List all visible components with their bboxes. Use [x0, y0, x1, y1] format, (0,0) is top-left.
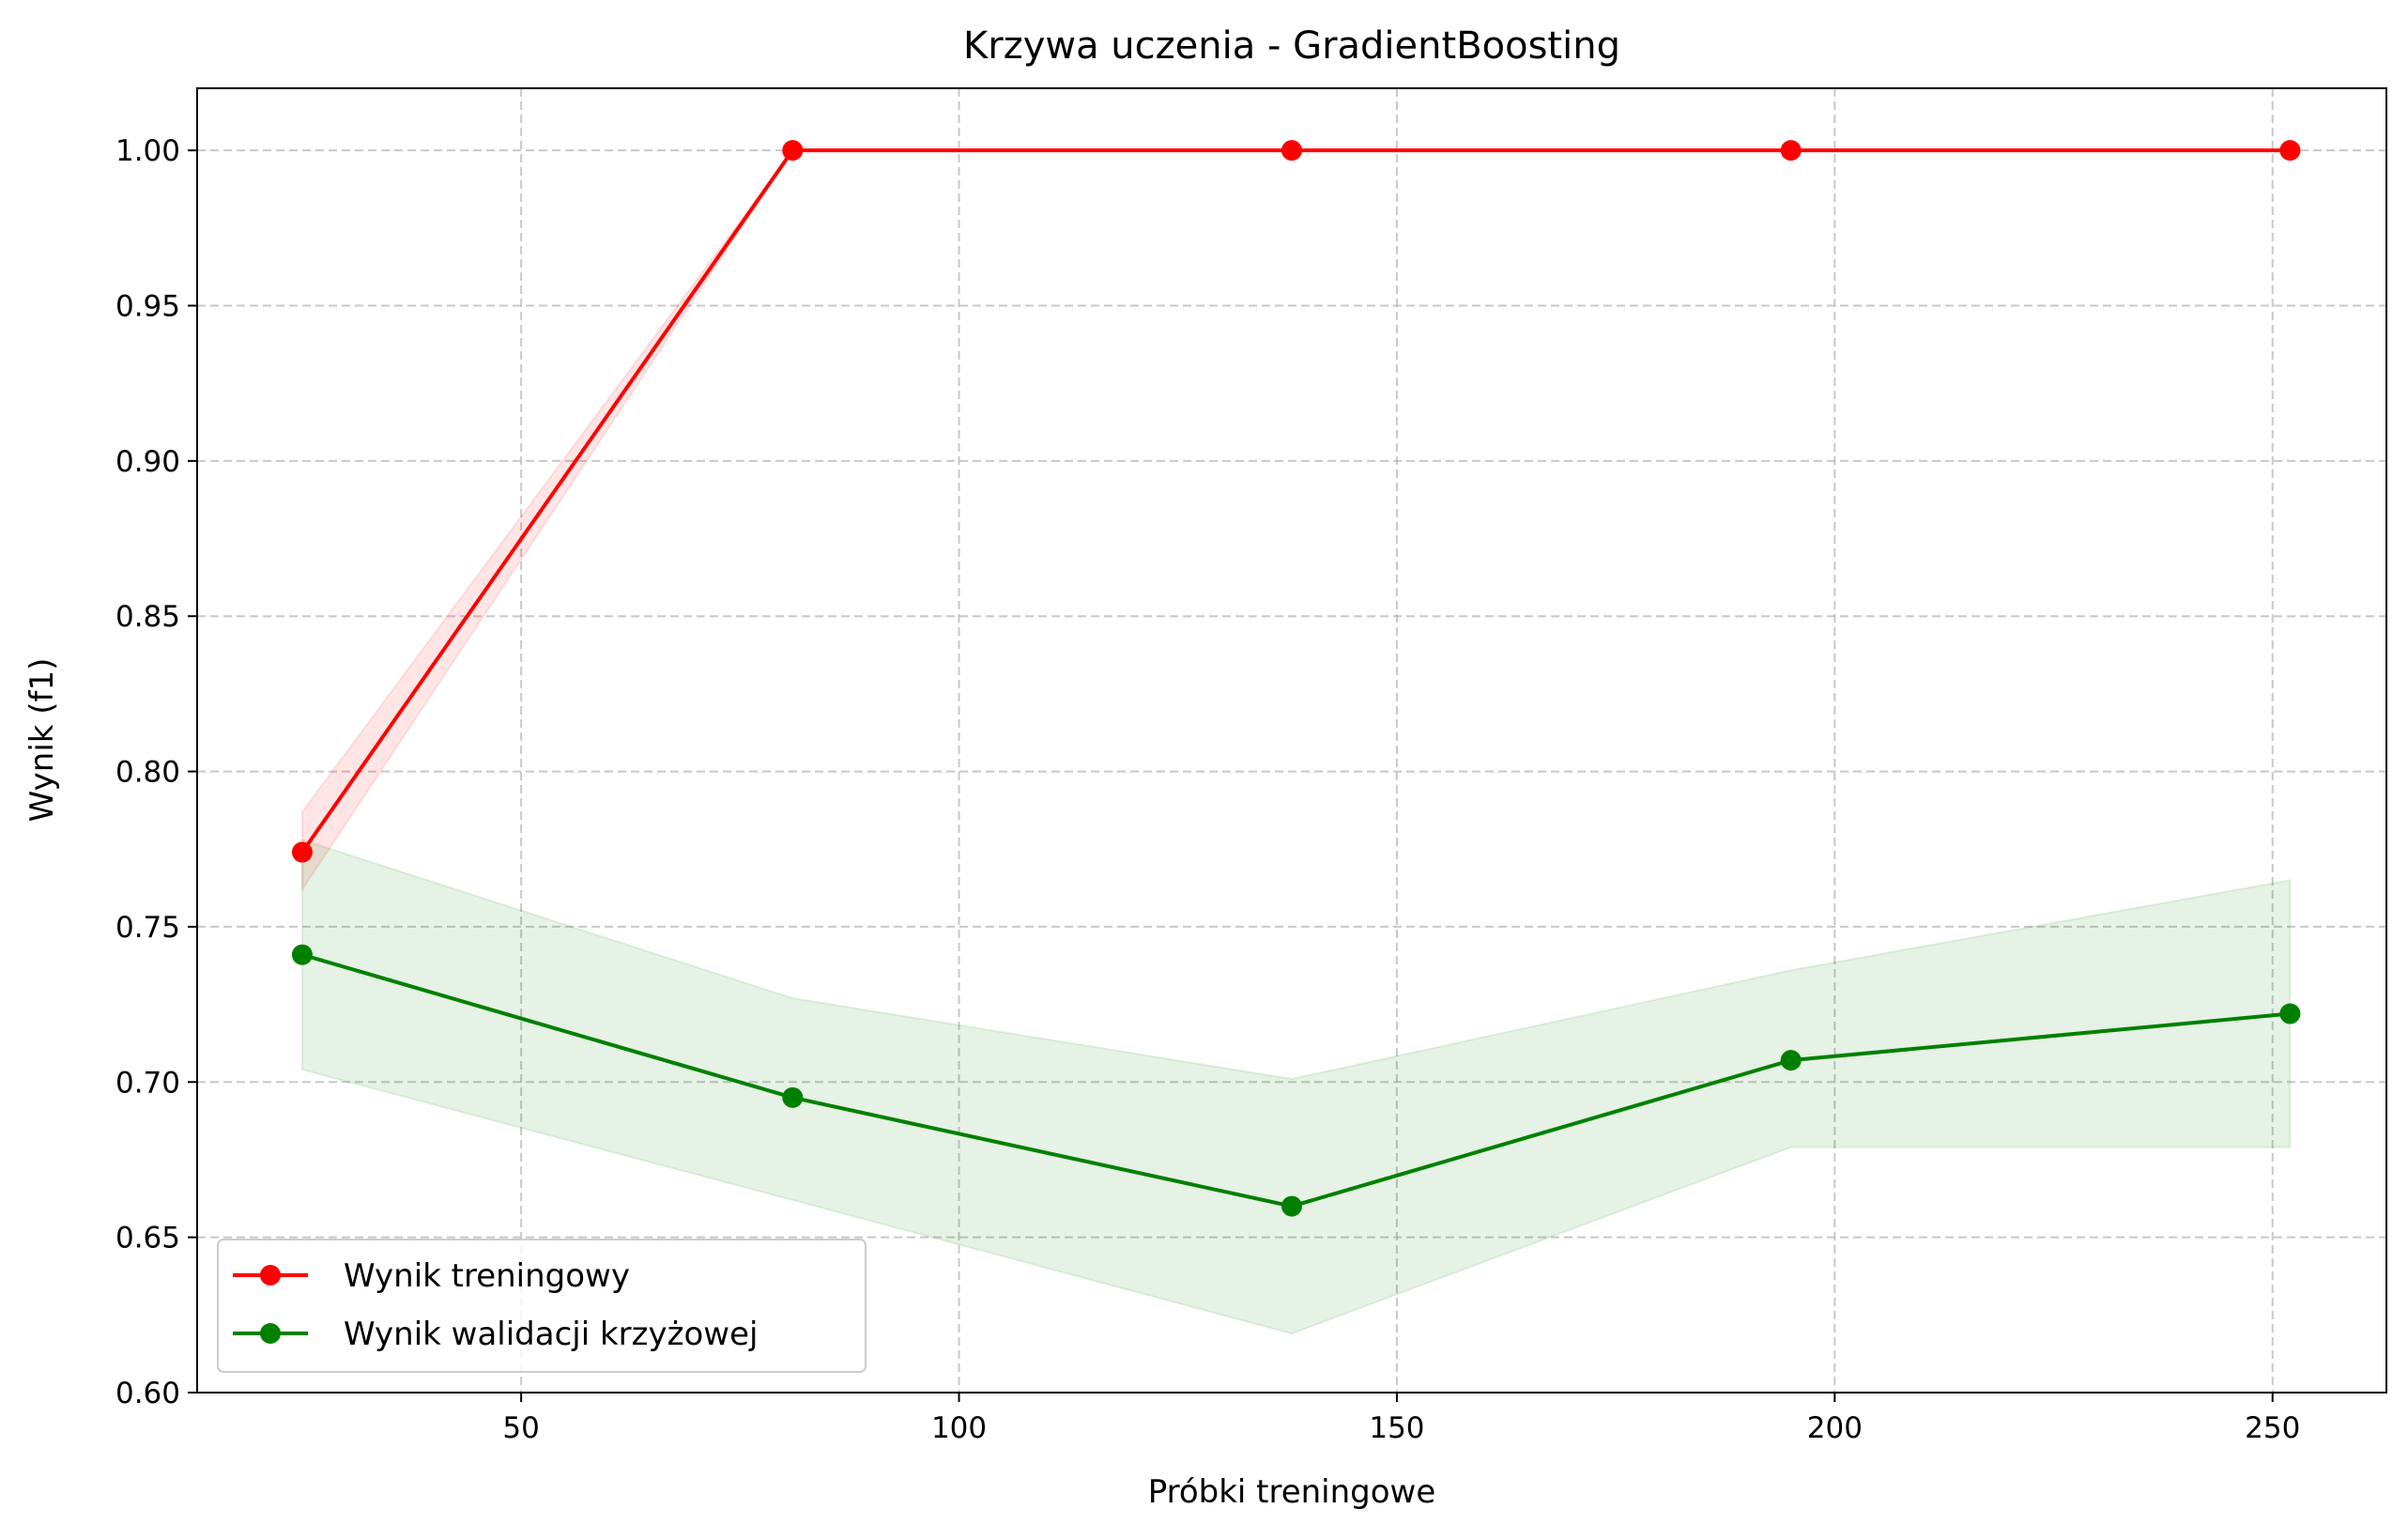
chart-title: Krzywa uczenia - GradientBoosting [963, 24, 1620, 68]
legend-marker-train [260, 1265, 281, 1286]
band-validation [300, 838, 2292, 1335]
data-point-train [782, 140, 804, 162]
x-tick-label: 150 [1369, 1411, 1424, 1445]
x-tick-label: 100 [931, 1411, 987, 1445]
data-point-train [1281, 140, 1302, 162]
y-axis-ticks: 0.60 0.65 0.70 0.75 0.80 0.85 0.90 0.95 1.00 [115, 134, 197, 1410]
y-axis-label: Wynik (f1) [23, 658, 61, 823]
x-tick-label: 250 [2245, 1411, 2300, 1445]
series-lines [291, 140, 2301, 1217]
data-point-train [2279, 140, 2301, 162]
y-tick-label: 1.00 [115, 134, 180, 168]
y-tick-label: 0.80 [115, 756, 180, 790]
legend-label-train: Wynik treningowy [344, 1257, 630, 1295]
legend-box [217, 1239, 867, 1373]
y-tick-label: 0.90 [115, 445, 180, 479]
data-point-validation [1780, 1050, 1802, 1071]
y-tick-label: 0.85 [115, 600, 180, 634]
y-tick-label: 0.75 [115, 911, 180, 945]
y-tick-label: 0.95 [115, 290, 180, 324]
data-point-validation [2279, 1003, 2301, 1024]
legend-marker-validation [260, 1323, 281, 1344]
data-point-validation [291, 944, 313, 965]
data-point-validation [1281, 1195, 1302, 1217]
x-axis-label: Próbki treningowe [1148, 1473, 1436, 1511]
legend-label-validation: Wynik walidacji krzyżowej [344, 1316, 758, 1353]
y-tick-label: 0.70 [115, 1066, 180, 1100]
data-point-validation [782, 1086, 804, 1108]
y-tick-label: 0.65 [115, 1222, 180, 1255]
x-tick-label: 50 [502, 1411, 539, 1445]
data-point-train [1780, 140, 1802, 162]
x-axis-ticks: 50 100 150 200 250 [502, 1393, 2300, 1445]
plot-frame [196, 87, 2387, 1394]
y-tick-label: 0.60 [115, 1377, 180, 1410]
legend: Wynik treningowy Wynik walidacji krzyżow… [217, 1239, 867, 1373]
data-point-train [291, 841, 313, 863]
x-tick-label: 200 [1807, 1411, 1863, 1445]
